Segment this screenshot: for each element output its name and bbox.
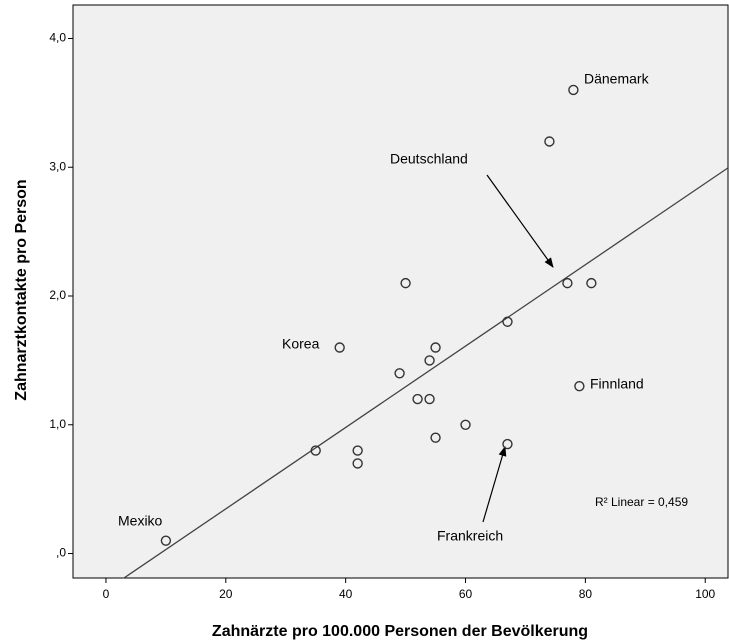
fit-line [122,167,728,578]
annotation-arrow [486,174,554,268]
x-tick-label: 0 [103,587,110,601]
point [574,380,585,392]
point [334,342,345,353]
annotation: Deutschland [390,151,468,167]
x-tick-label: 20 [219,587,233,601]
point [562,277,573,289]
y-tick-label: 2,0 [49,288,66,302]
point [412,393,423,405]
point [544,136,555,147]
point [424,355,435,366]
point [424,393,435,405]
point [352,445,363,456]
x-tick-label: 60 [459,587,473,601]
point [310,445,321,456]
annotation: Korea [282,336,320,352]
annotation: Dänemark [584,71,650,87]
annotation: Finnland [590,376,644,392]
x-tick-label: 100 [695,587,715,601]
x-axis-title: Zahnärzte pro 100.000 Personen der Bevöl… [212,623,588,640]
y-tick-label: 4,0 [49,31,66,45]
point [568,84,579,96]
y-tick-label: ,0 [56,546,66,560]
annotation: Mexiko [118,513,163,529]
y-tick-label: 1,0 [49,417,66,431]
point [502,316,513,327]
point [430,342,441,353]
y-tick-label: 3,0 [49,159,66,173]
x-tick-label: 80 [579,587,593,601]
point [394,368,405,379]
annotation: R² Linear = 0,459 [595,495,688,509]
point [352,458,363,469]
point [460,419,471,430]
point [502,438,513,450]
annotation-arrow [482,446,507,523]
point [586,277,597,289]
point [430,432,441,443]
point [160,535,172,546]
x-tick-label: 40 [339,587,353,601]
point [400,277,411,289]
y-axis-title: Zahnarztkontakte pro Person [13,179,30,400]
plot-area [72,4,729,579]
annotation: Frankreich [437,528,503,544]
